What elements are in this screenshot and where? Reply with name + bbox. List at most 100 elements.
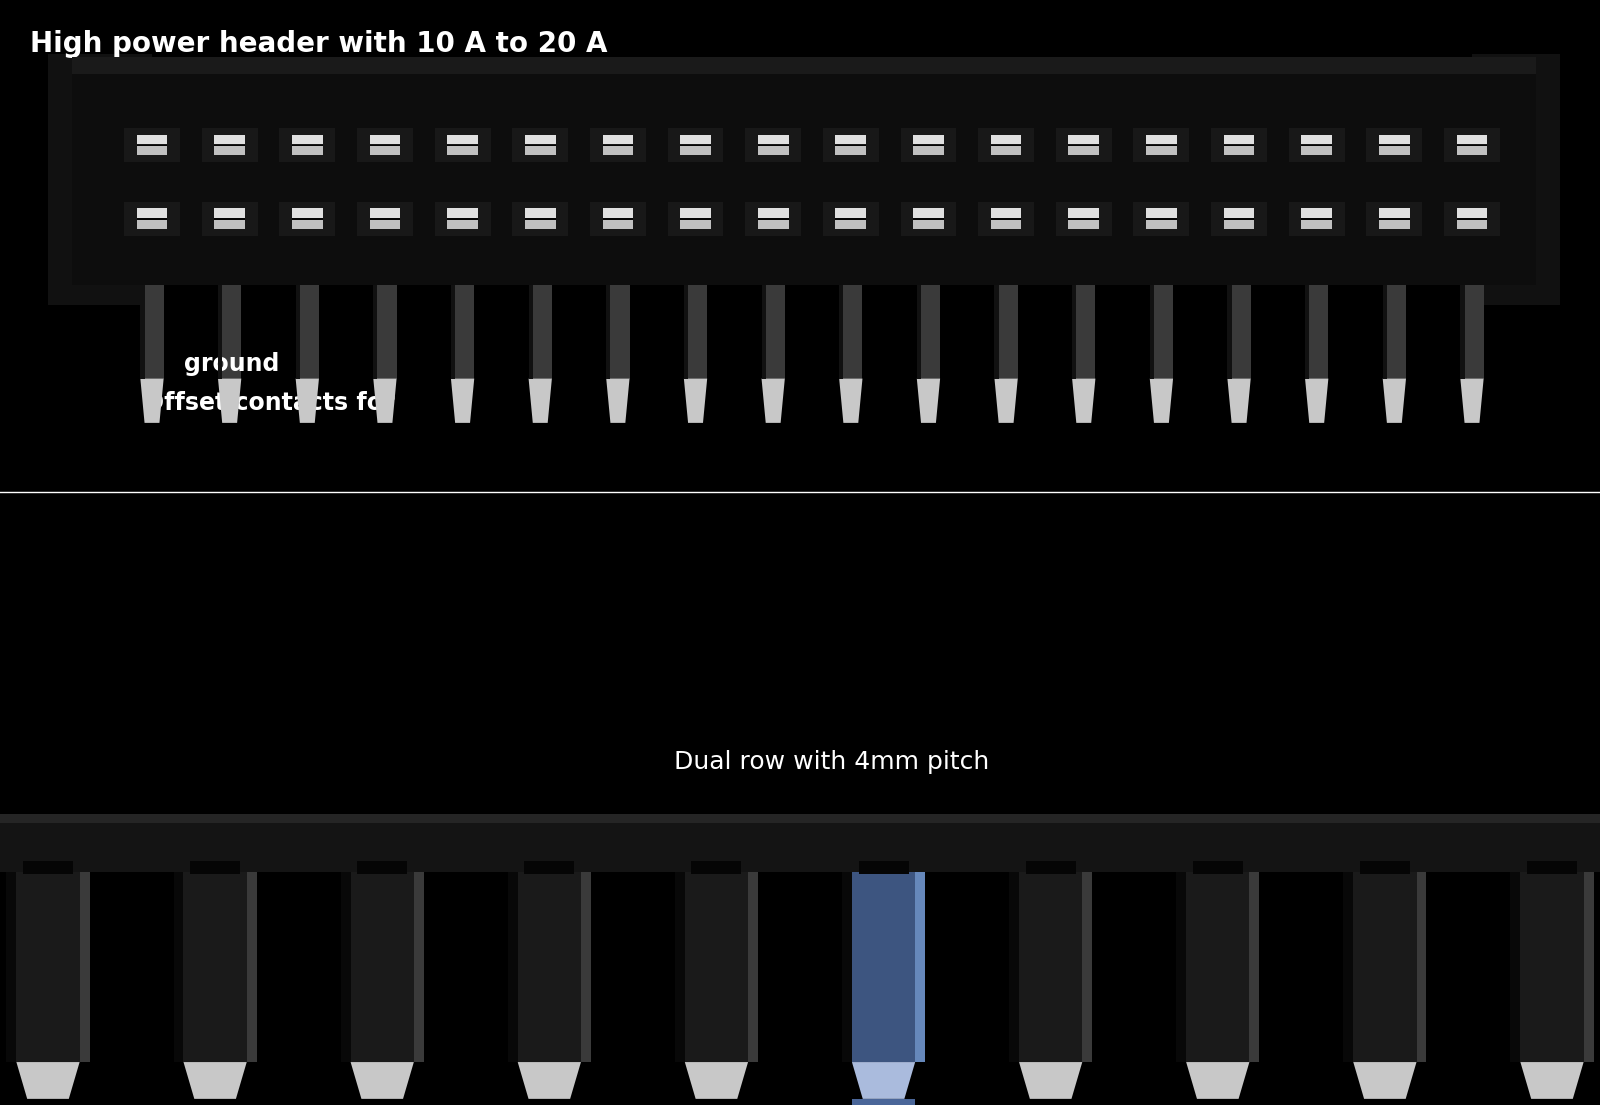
- Bar: [822, 128, 878, 162]
- Bar: [683, 285, 688, 379]
- Bar: [280, 201, 336, 236]
- Bar: [762, 285, 766, 379]
- Bar: [291, 145, 323, 146]
- Bar: [370, 219, 400, 220]
- Bar: [125, 201, 179, 236]
- Bar: [1344, 872, 1354, 1062]
- Bar: [357, 201, 413, 236]
- Bar: [990, 146, 1021, 156]
- Bar: [291, 146, 323, 156]
- Polygon shape: [606, 379, 629, 423]
- Bar: [136, 209, 168, 218]
- Polygon shape: [1382, 379, 1406, 423]
- Bar: [838, 285, 862, 379]
- Bar: [246, 872, 256, 1062]
- Bar: [1069, 146, 1099, 156]
- Bar: [758, 209, 789, 218]
- Bar: [341, 872, 424, 1062]
- Bar: [1224, 135, 1254, 144]
- Bar: [1224, 145, 1254, 146]
- Bar: [448, 145, 478, 146]
- Bar: [1456, 219, 1488, 220]
- Bar: [1146, 220, 1176, 229]
- Bar: [667, 128, 723, 162]
- Bar: [914, 220, 944, 229]
- Bar: [141, 285, 163, 379]
- Bar: [675, 872, 758, 1062]
- Bar: [1010, 872, 1093, 1062]
- Polygon shape: [528, 379, 552, 423]
- Bar: [370, 145, 400, 146]
- Bar: [370, 135, 400, 144]
- Polygon shape: [141, 379, 163, 423]
- Bar: [1510, 872, 1520, 1062]
- Bar: [136, 145, 168, 146]
- Bar: [606, 285, 629, 379]
- Bar: [1456, 145, 1488, 146]
- Bar: [822, 201, 878, 236]
- Bar: [1069, 209, 1099, 218]
- Bar: [291, 209, 323, 218]
- Bar: [528, 285, 552, 379]
- Bar: [1306, 285, 1309, 379]
- Bar: [835, 220, 866, 229]
- Polygon shape: [1150, 379, 1173, 423]
- Bar: [0, 813, 1600, 823]
- Bar: [1146, 146, 1176, 156]
- Bar: [136, 135, 168, 144]
- Polygon shape: [16, 1062, 80, 1098]
- Bar: [525, 145, 555, 146]
- Bar: [590, 201, 646, 236]
- Polygon shape: [1186, 1062, 1250, 1098]
- Bar: [1456, 146, 1488, 156]
- Bar: [914, 146, 944, 156]
- Text: ground: ground: [184, 351, 280, 376]
- Bar: [1146, 219, 1176, 220]
- Bar: [1301, 209, 1333, 218]
- Bar: [6, 872, 16, 1062]
- Bar: [512, 128, 568, 162]
- Bar: [1146, 209, 1176, 218]
- Polygon shape: [1354, 1062, 1416, 1098]
- Bar: [1379, 145, 1410, 146]
- Bar: [451, 285, 454, 379]
- Bar: [1069, 220, 1099, 229]
- Bar: [218, 285, 222, 379]
- Bar: [590, 128, 646, 162]
- Bar: [435, 201, 491, 236]
- Bar: [990, 209, 1021, 218]
- Bar: [667, 201, 723, 236]
- Bar: [1382, 285, 1406, 379]
- Polygon shape: [218, 379, 242, 423]
- Bar: [214, 209, 245, 218]
- Bar: [296, 285, 299, 379]
- Bar: [1194, 861, 1243, 874]
- Bar: [603, 219, 634, 220]
- Bar: [914, 145, 944, 146]
- Bar: [448, 209, 478, 218]
- Bar: [1379, 209, 1410, 218]
- Bar: [990, 220, 1021, 229]
- Bar: [448, 146, 478, 156]
- Text: High power header with 10 A to 20 A: High power header with 10 A to 20 A: [30, 30, 608, 57]
- Polygon shape: [995, 379, 1018, 423]
- Bar: [758, 220, 789, 229]
- Bar: [1069, 145, 1099, 146]
- Bar: [901, 128, 957, 162]
- Bar: [1176, 872, 1186, 1062]
- Polygon shape: [1019, 1062, 1082, 1098]
- Bar: [370, 209, 400, 218]
- Bar: [1416, 872, 1427, 1062]
- Bar: [291, 135, 323, 144]
- Bar: [842, 872, 851, 1062]
- Polygon shape: [683, 379, 707, 423]
- Bar: [1379, 146, 1410, 156]
- Bar: [603, 209, 634, 218]
- Bar: [680, 146, 710, 156]
- Bar: [915, 872, 925, 1062]
- Bar: [1301, 146, 1333, 156]
- Polygon shape: [184, 1062, 246, 1098]
- Bar: [1584, 872, 1594, 1062]
- Bar: [1360, 861, 1410, 874]
- Bar: [1150, 285, 1154, 379]
